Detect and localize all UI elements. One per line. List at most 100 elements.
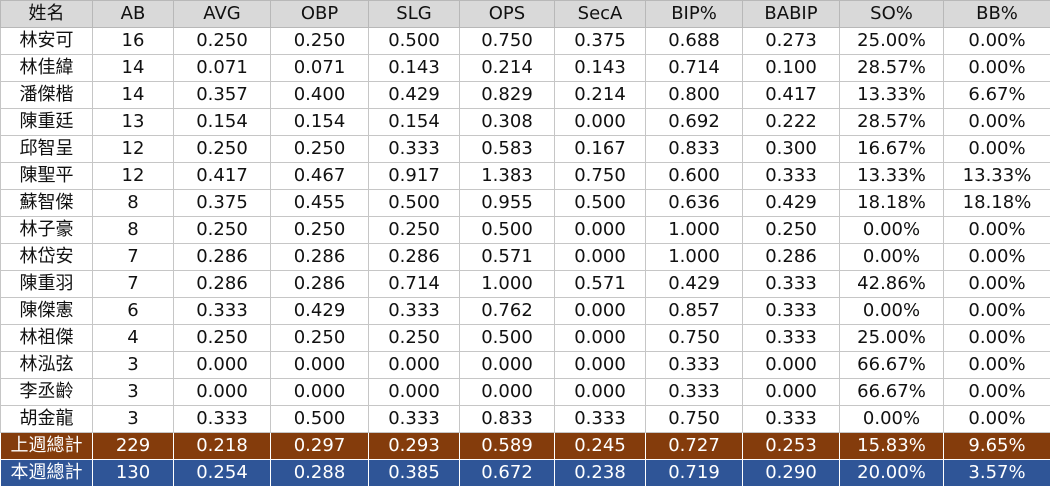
- table-row: 陳重羽 7 0.286 0.286 0.714 1.000 0.571 0.429 0.333 4…: [0, 270, 1050, 298]
- table-row: 潘傑楷 14 0.357 0.400 0.429 0.829 0.214 0.800 0.417…: [0, 81, 1050, 109]
- stat-cell: 0.333: [173, 405, 271, 433]
- total-label: 上週總計: [0, 432, 93, 460]
- stat-cell: 0.143: [554, 54, 646, 82]
- stat-cell: 8: [92, 189, 174, 217]
- stat-cell: 0.000: [173, 351, 271, 379]
- stat-cell: 0.000: [554, 216, 646, 244]
- total-cell: 20.00%: [839, 459, 944, 487]
- total-cell: 0.253: [742, 432, 840, 460]
- stat-cell: 3: [92, 378, 174, 406]
- table-row: 林安可 16 0.250 0.250 0.500 0.750 0.375 0.688 0.273…: [0, 27, 1050, 55]
- stat-cell: 13.33%: [943, 162, 1050, 190]
- total-cell: 0.727: [645, 432, 743, 460]
- stat-cell: 0.333: [645, 351, 743, 379]
- stat-cell: 0.000: [554, 297, 646, 325]
- stat-cell: 6: [92, 297, 174, 325]
- total-cell: 0.589: [459, 432, 555, 460]
- stat-cell: 0.917: [368, 162, 460, 190]
- stat-cell: 0.714: [645, 54, 743, 82]
- column-header-babip: BABIP: [742, 0, 840, 28]
- stat-cell: 0.583: [459, 135, 555, 163]
- player-name-cell: 陳重羽: [0, 270, 93, 298]
- player-name-cell: 陳傑憲: [0, 297, 93, 325]
- header-row: 姓名 AB AVG OBP SLG OPS SecA BIP% BABIP SO…: [0, 0, 1050, 28]
- stat-cell: 0.250: [270, 27, 369, 55]
- stat-cell: 0.154: [368, 108, 460, 136]
- stat-cell: 0.250: [270, 324, 369, 352]
- total-cell: 0.297: [270, 432, 369, 460]
- player-name-cell: 林子豪: [0, 216, 93, 244]
- stat-cell: 0.800: [645, 81, 743, 109]
- stat-cell: 0.273: [742, 27, 840, 55]
- last-week-total-row: 上週總計 229 0.218 0.297 0.293 0.589 0.245 0…: [0, 432, 1050, 460]
- stat-cell: 16: [92, 27, 174, 55]
- stat-cell: 0.750: [645, 324, 743, 352]
- stat-cell: 7: [92, 270, 174, 298]
- stat-cell: 0.375: [173, 189, 271, 217]
- stat-cell: 0.429: [645, 270, 743, 298]
- stat-cell: 0.000: [554, 351, 646, 379]
- table-row: 胡金龍 3 0.333 0.500 0.333 0.833 0.333 0.750 0.333 0…: [0, 405, 1050, 433]
- stat-cell: 0.214: [459, 54, 555, 82]
- table-row: 蘇智傑 8 0.375 0.455 0.500 0.955 0.500 0.636 0.429 1…: [0, 189, 1050, 217]
- stat-cell: 3: [92, 351, 174, 379]
- player-name-cell: 陳聖平: [0, 162, 93, 190]
- stat-cell: 0.167: [554, 135, 646, 163]
- stat-cell: 0.000: [554, 378, 646, 406]
- stat-cell: 0.429: [270, 297, 369, 325]
- stat-cell: 0.250: [173, 324, 271, 352]
- stat-cell: 12: [92, 162, 174, 190]
- column-header-bb-pct: BB%: [943, 0, 1050, 28]
- column-header-slg: SLG: [368, 0, 460, 28]
- stat-cell: 3: [92, 405, 174, 433]
- stat-cell: 0.000: [270, 378, 369, 406]
- stat-cell: 1.000: [645, 216, 743, 244]
- stat-cell: 0.688: [645, 27, 743, 55]
- stat-cell: 0.00%: [839, 405, 944, 433]
- stat-cell: 0.00%: [943, 135, 1050, 163]
- player-name-cell: 陳重廷: [0, 108, 93, 136]
- table-row: 林岱安 7 0.286 0.286 0.286 0.571 0.000 1.000 0.286 0…: [0, 243, 1050, 271]
- stat-cell: 0.100: [742, 54, 840, 82]
- stat-cell: 12: [92, 135, 174, 163]
- stat-cell: 0.333: [742, 162, 840, 190]
- stat-cell: 18.18%: [839, 189, 944, 217]
- column-header-seca: SecA: [554, 0, 646, 28]
- stat-cell: 0.00%: [943, 216, 1050, 244]
- stat-cell: 0.467: [270, 162, 369, 190]
- total-cell: 0.385: [368, 459, 460, 487]
- stat-cell: 0.286: [368, 243, 460, 271]
- stat-cell: 0.286: [270, 270, 369, 298]
- stat-cell: 0.00%: [943, 54, 1050, 82]
- stat-cell: 0.00%: [943, 297, 1050, 325]
- stat-cell: 13.33%: [839, 162, 944, 190]
- stat-cell: 0.00%: [839, 216, 944, 244]
- stat-cell: 0.250: [368, 216, 460, 244]
- table-row: 李丞齡 3 0.000 0.000 0.000 0.000 0.000 0.333 0.000 6…: [0, 378, 1050, 406]
- stat-cell: 66.67%: [839, 351, 944, 379]
- column-header-bip-pct: BIP%: [645, 0, 743, 28]
- stat-cell: 0.00%: [943, 243, 1050, 271]
- stat-cell: 1.383: [459, 162, 555, 190]
- stat-cell: 0.857: [645, 297, 743, 325]
- stat-cell: 0.000: [368, 351, 460, 379]
- stat-cell: 18.18%: [943, 189, 1050, 217]
- stat-cell: 0.00%: [839, 297, 944, 325]
- stat-cell: 0.750: [554, 162, 646, 190]
- table-row: 陳重廷 13 0.154 0.154 0.154 0.308 0.000 0.692 0.222…: [0, 108, 1050, 136]
- stat-cell: 0.00%: [839, 243, 944, 271]
- stat-cell: 0.333: [368, 405, 460, 433]
- stat-cell: 25.00%: [839, 324, 944, 352]
- stat-cell: 0.600: [645, 162, 743, 190]
- stat-cell: 0.154: [270, 108, 369, 136]
- stat-cell: 0.692: [645, 108, 743, 136]
- column-header-obp: OBP: [270, 0, 369, 28]
- stat-cell: 0.000: [554, 243, 646, 271]
- stat-cell: 42.86%: [839, 270, 944, 298]
- total-cell: 0.288: [270, 459, 369, 487]
- stat-cell: 0.333: [742, 405, 840, 433]
- stat-cell: 7: [92, 243, 174, 271]
- stat-cell: 0.333: [368, 135, 460, 163]
- stat-cell: 0.071: [173, 54, 271, 82]
- stat-cell: 66.67%: [839, 378, 944, 406]
